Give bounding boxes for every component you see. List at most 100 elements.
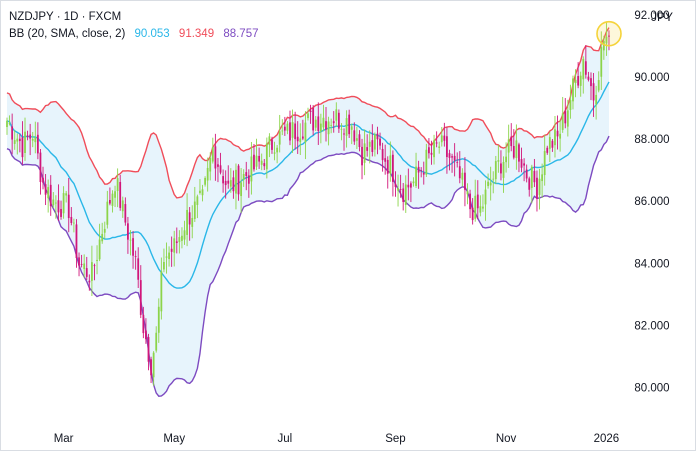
- candle-body: [487, 181, 489, 187]
- candle-body: [31, 138, 34, 141]
- candle-body: [165, 256, 168, 258]
- time-tick-label: 2026: [594, 433, 620, 445]
- candle-body: [497, 160, 500, 162]
- candle-body: [608, 35, 610, 37]
- candle-body: [402, 188, 405, 202]
- candle-body: [127, 223, 129, 240]
- candle-body: [204, 177, 206, 185]
- candle-body: [258, 155, 261, 162]
- indicator-row[interactable]: BB (20, SMA, close, 2) 90.053 91.349 88.…: [9, 26, 265, 43]
- lower-value: 88.757: [223, 28, 259, 40]
- candle-body: [492, 178, 495, 180]
- candle-body: [289, 122, 291, 141]
- candle-body: [65, 193, 68, 196]
- candle-body: [229, 180, 232, 187]
- candle-body: [96, 259, 98, 262]
- candle-body: [458, 166, 461, 179]
- candle-body: [384, 158, 387, 162]
- candle-body: [139, 280, 142, 315]
- candle-body: [250, 156, 253, 182]
- candle-body: [206, 167, 209, 181]
- candle-body: [538, 178, 541, 195]
- upper-value: 91.349: [178, 28, 215, 40]
- candle-body: [474, 195, 477, 219]
- candle-body: [242, 174, 245, 180]
- candle-body: [119, 181, 122, 208]
- candle-body: [16, 138, 19, 142]
- candle-body: [193, 201, 196, 219]
- candle-body: [584, 61, 587, 75]
- candle-body: [70, 216, 73, 223]
- candle-body: [268, 136, 271, 145]
- candle-body: [36, 134, 39, 154]
- candle-body: [170, 248, 173, 252]
- candle-body: [484, 189, 487, 205]
- candle-body: [8, 122, 11, 124]
- time-tick-label: Nov: [496, 433, 517, 445]
- candle-body: [476, 194, 479, 209]
- candle-body: [371, 140, 374, 152]
- candle-body: [479, 206, 482, 213]
- candle-body: [412, 181, 415, 184]
- candle-body: [577, 76, 580, 86]
- candle-body: [93, 265, 96, 267]
- candle-body: [469, 193, 471, 210]
- candle-body: [245, 172, 248, 176]
- candle-body: [247, 175, 250, 184]
- candle-body: [163, 262, 165, 270]
- candle-body: [541, 174, 544, 182]
- candle-body: [260, 160, 263, 165]
- symbol-title[interactable]: NZDJPY · 1D · FXCM: [9, 11, 122, 23]
- candle-body: [235, 169, 237, 194]
- time-tick-label: Mar: [54, 433, 74, 445]
- candle-body: [551, 140, 554, 148]
- time-axis[interactable]: Mar May Jul Sep Nov 2026: [54, 433, 620, 445]
- candle-body: [196, 196, 199, 205]
- chart-legend: NZDJPY · 1D · FXCM BB (20, SMA, close, 2…: [9, 9, 265, 43]
- candle-body: [150, 359, 152, 376]
- candle-body: [29, 134, 32, 139]
- candle-body: [209, 157, 212, 172]
- candle-body: [345, 118, 348, 136]
- candle-body: [227, 180, 230, 184]
- candle-body: [597, 80, 600, 91]
- candle-body: [181, 235, 183, 241]
- candle-body: [533, 170, 536, 183]
- candle-body: [456, 162, 459, 163]
- candle-body: [57, 200, 60, 213]
- price-axis[interactable]: 92.000 90.000 88.000 86.000 84.000 82.000 80.0…: [634, 10, 669, 394]
- candle-body: [453, 155, 456, 161]
- candle-body: [42, 177, 44, 183]
- candle-body: [255, 155, 258, 167]
- candle-body: [340, 128, 343, 130]
- candle-body: [489, 182, 492, 186]
- price-tick-label: 84.000: [634, 258, 669, 270]
- candle-body: [592, 83, 595, 101]
- candle-body: [124, 204, 127, 223]
- candle-body: [137, 258, 140, 280]
- candle-body: [415, 166, 417, 187]
- price-tick-label: 82.000: [634, 320, 669, 332]
- candle-body: [602, 41, 605, 51]
- candle-body: [363, 143, 366, 163]
- candle-body: [348, 114, 351, 135]
- candle-body: [530, 166, 533, 188]
- candle-body: [26, 135, 29, 137]
- candle-body: [373, 134, 376, 150]
- candle-body: [224, 180, 227, 186]
- candle-body: [142, 314, 145, 334]
- candle-body: [502, 161, 505, 178]
- candle-body: [273, 152, 276, 154]
- candle-body: [389, 155, 392, 174]
- candle-body: [376, 133, 379, 140]
- candle-body: [582, 58, 585, 80]
- candle-body: [561, 113, 564, 130]
- candle-body: [21, 137, 24, 158]
- candle-body: [325, 121, 327, 130]
- candle-body: [446, 136, 448, 158]
- candle-body: [101, 233, 104, 242]
- candle-body: [327, 121, 330, 135]
- candle-body: [438, 146, 441, 148]
